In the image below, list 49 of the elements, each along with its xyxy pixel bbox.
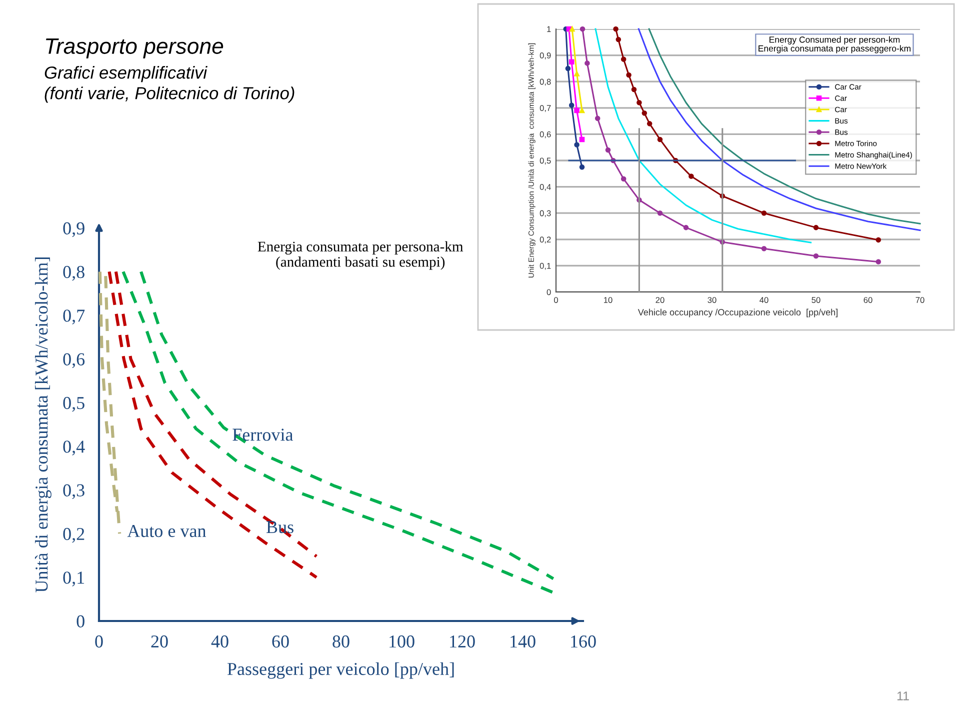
x-tick-label: 60 xyxy=(864,297,872,303)
x-tick-label: 30 xyxy=(708,297,716,303)
x-axis-title: Vehicle occupancy /Occupazione veicolo [pp/veh] xyxy=(638,308,838,318)
y-tick-label: 0,1 xyxy=(540,262,551,270)
x-tick-label: 120 xyxy=(450,635,475,648)
y-axis-title: Unità di energia consumata [kWh/veicolo-km] xyxy=(34,258,52,592)
x-tick-label: 20 xyxy=(151,635,168,648)
y-tick-label: 0,6 xyxy=(540,131,551,138)
y-tick-label: 0,3 xyxy=(540,210,551,218)
y-tick-label: 0,9 xyxy=(63,222,84,238)
y-tick-label: 0,1 xyxy=(63,572,84,586)
y-tick-label: 0,2 xyxy=(540,236,551,244)
x-tick-label: 0 xyxy=(95,635,103,648)
text: Energy Consumed per person-km Energia consumata per passeggero-km xyxy=(758,36,910,54)
y-tick-label: 0,6 xyxy=(63,353,85,368)
annotation: Energia consumata per persona-km (andamenti basati su esempi) xyxy=(258,241,464,270)
y-tick-label: 0 xyxy=(76,615,84,628)
y-tick-label: 0,2 xyxy=(63,528,84,543)
y-tick-label: 0,4 xyxy=(63,440,85,456)
x-tick-label: 140 xyxy=(510,635,536,648)
x-tick-label: 70 xyxy=(916,297,924,303)
y-tick-label: 0 xyxy=(546,289,551,296)
text: 11 xyxy=(897,692,909,700)
x-tick-label: 50 xyxy=(812,297,820,303)
x-tick-label: 40 xyxy=(211,635,228,648)
x-tick-label: 20 xyxy=(656,297,664,303)
y-tick-label: 0,8 xyxy=(540,78,551,86)
y-tick-label: 0,7 xyxy=(540,105,551,112)
annotation: Auto e van xyxy=(127,524,206,538)
y-tick-label: 0,3 xyxy=(63,484,84,500)
annotation: Bus xyxy=(266,521,294,534)
y-tick-label: 1 xyxy=(547,26,551,32)
x-tick-label: 160 xyxy=(571,635,596,648)
y-tick-label: 0,5 xyxy=(540,158,551,165)
annotation: Ferrovia xyxy=(232,428,294,441)
x-tick-label: 0 xyxy=(554,297,558,303)
x-tick-label: 60 xyxy=(272,635,289,648)
y-tick-label: 0,8 xyxy=(63,266,84,281)
y-tick-label: 0,4 xyxy=(540,184,551,191)
x-axis-title: Passeggeri per veicolo [pp/veh] xyxy=(227,662,454,679)
y-tick-label: 0,9 xyxy=(540,52,551,60)
x-tick-label: 100 xyxy=(390,635,414,648)
chart-subtitle: Grafici esemplificativi (fonti varie, Politecnico di Torino) xyxy=(44,66,294,103)
y-tick-label: 0,7 xyxy=(63,310,85,324)
chart-title: Trasporto persone xyxy=(46,38,224,58)
x-tick-label: 10 xyxy=(604,297,612,303)
y-tick-label: 0,5 xyxy=(63,396,84,412)
x-tick-label: 40 xyxy=(760,297,768,303)
x-tick-label: 80 xyxy=(332,635,350,648)
